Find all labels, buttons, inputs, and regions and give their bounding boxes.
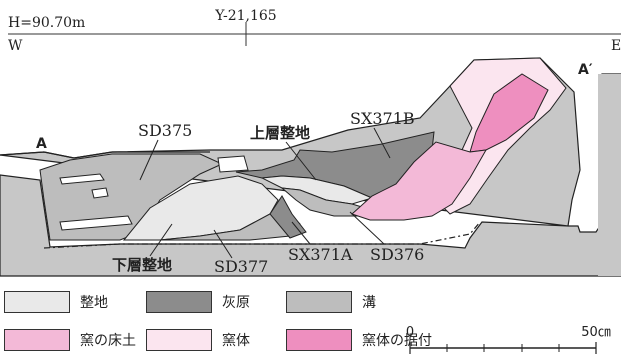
leader-sx371a: [291, 221, 311, 245]
kiln-floor: [351, 141, 487, 221]
scale-bar: 0 50㎝: [406, 325, 611, 354]
label-sx371b: SX371B: [350, 109, 415, 128]
section-point-a: A: [36, 136, 47, 152]
leader-sd376: [349, 211, 385, 245]
legend-label: 窯体: [222, 333, 250, 349]
stone-2: [91, 187, 109, 199]
legend-item: 窯体の据付: [286, 328, 432, 352]
legend-swatch: [4, 329, 70, 351]
ground-surface-line: [0, 151, 210, 159]
label-upper-fill: 上層整地: [250, 124, 310, 142]
stone-3: [59, 215, 133, 231]
west-label: W: [8, 38, 23, 54]
leader-lower-fill: [149, 223, 173, 257]
legend-label: 溝: [362, 295, 376, 311]
cross-section-drawing: H=90.70m Y-21,165 W E: [0, 8, 621, 277]
legend-label: 窯体の据付: [362, 333, 432, 349]
legend-swatch: [146, 291, 212, 313]
legend-swatch: [286, 329, 352, 351]
legend-item: 窯の床土: [4, 328, 136, 352]
label-sd377: SD377: [214, 257, 268, 276]
label-lower-fill: 下層整地: [112, 256, 172, 274]
scale-max-label: 50㎝: [581, 325, 611, 340]
leader-upper-fill: [285, 141, 317, 181]
scale-zero-label: 0: [406, 325, 414, 340]
legend-item: 整地: [4, 290, 108, 314]
legend-swatch: [4, 291, 70, 313]
legend-item: 灰原: [146, 290, 250, 314]
stone-1: [59, 173, 105, 185]
leader-sd377: [213, 229, 233, 259]
section-point-a-prime: A′: [578, 62, 593, 78]
stone-4: [217, 155, 249, 173]
label-sd376: SD376: [370, 245, 424, 264]
kiln-mount: [469, 73, 549, 153]
legend-swatch: [286, 291, 352, 313]
elevation-label: H=90.70m: [8, 15, 85, 31]
east-label: E: [611, 38, 621, 54]
label-sd375: SD375: [138, 121, 192, 140]
legend-item: 溝: [286, 290, 376, 314]
leader-sx371b: [373, 127, 391, 159]
label-sx371a: SX371A: [288, 245, 353, 264]
leader-sd375: [139, 139, 159, 181]
legend-item: 窯体: [146, 328, 250, 352]
right-ground-block: [598, 74, 621, 276]
grid-coordinate-label: Y-21,165: [214, 8, 276, 24]
legend-label: 整地: [80, 295, 108, 311]
legend: 整地 灰原 溝 窯の床土 窯体 窯体の据付: [0, 286, 621, 360]
excavation-base-line: [43, 221, 481, 249]
legend-swatch: [146, 329, 212, 351]
legend-label: 窯の床土: [80, 333, 136, 349]
legend-label: 灰原: [222, 295, 250, 311]
